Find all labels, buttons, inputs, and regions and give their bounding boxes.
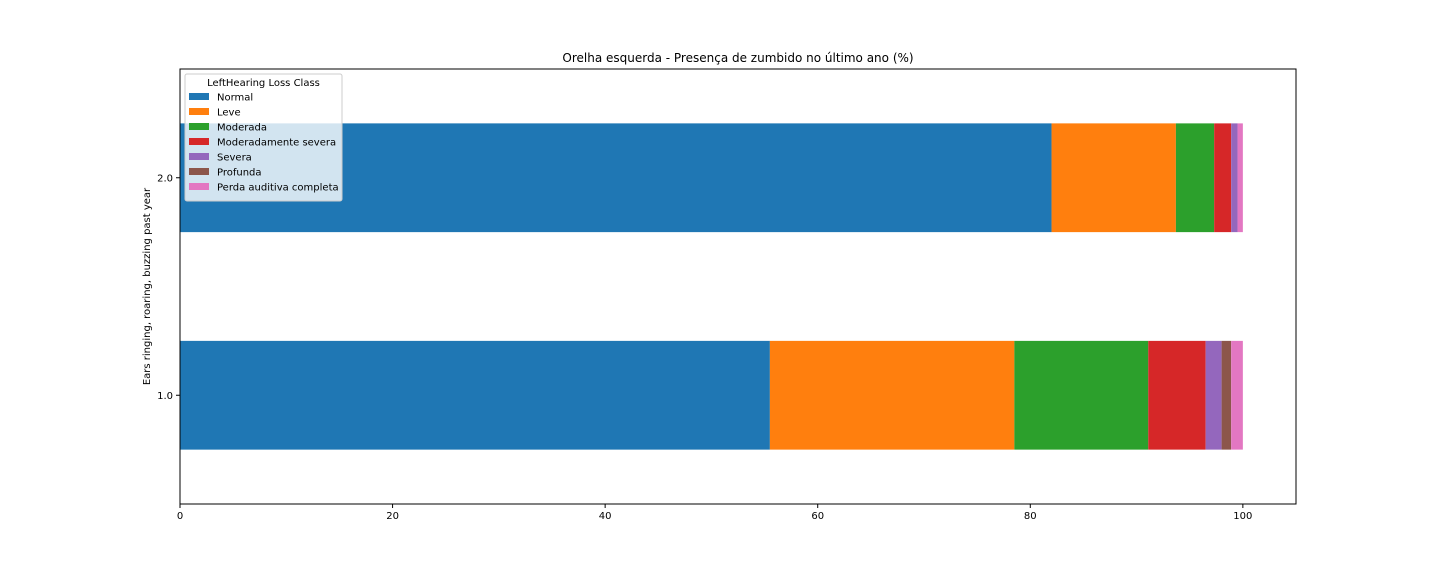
plot-frame (179, 68, 1297, 505)
bar-2.0-perda-auditiva-completa (1237, 123, 1243, 233)
x-tick-label: 80 (1024, 511, 1037, 522)
bar-1.0-moderada (1014, 340, 1149, 450)
legend-label: Normal (217, 93, 253, 104)
legend-box (184, 73, 343, 202)
x-tick-label: 100 (1233, 511, 1252, 522)
legend-label: Severa (217, 153, 252, 164)
legend-label: Moderadamente severa (217, 138, 336, 149)
bar-1.0-leve (769, 340, 1015, 450)
y-tick-label: 1.0 (157, 391, 173, 402)
legend-label: Profunda (217, 168, 262, 179)
legend-label: Perda auditiva completa (217, 183, 339, 194)
y-axis: 1.0 2.0 (157, 173, 180, 402)
legend-swatch (189, 108, 209, 115)
bar-1.0-severa (1205, 340, 1222, 450)
legend-swatch (189, 93, 209, 100)
x-axis: 0 20 40 60 80 100 (177, 504, 1252, 522)
legend-swatch (189, 138, 209, 145)
x-tick-label: 40 (599, 511, 612, 522)
bar-1.0-perda-auditiva-completa (1231, 340, 1243, 450)
x-tick-label: 60 (811, 511, 824, 522)
chart-title: Orelha esquerda - Presença de zumbido no… (562, 51, 913, 65)
legend-label: Leve (217, 108, 241, 119)
bar-1.0-normal (180, 340, 770, 450)
bar-2.0-moderadamente-severa (1214, 123, 1232, 233)
x-tick-label: 0 (177, 511, 183, 522)
bar-2.0-leve (1051, 123, 1176, 233)
legend-swatch (189, 168, 209, 175)
bar-2.0-severa (1231, 123, 1238, 233)
bar-1.0-profunda (1221, 340, 1232, 450)
bar-2.0-moderada (1175, 123, 1215, 233)
x-tick-label: 20 (386, 511, 399, 522)
legend-label: Moderada (217, 123, 267, 134)
legend-swatch (189, 123, 209, 130)
legend-title: LeftHearing Loss Class (207, 78, 320, 89)
legend-swatch (189, 183, 209, 190)
bar-1.0-moderadamente-severa (1148, 340, 1206, 450)
y-tick-label: 2.0 (157, 173, 173, 184)
legend-items: Normal Leve Moderada Moderadamente severa Se… (189, 93, 339, 194)
y-axis-label: Ears ringing, roaring, buzzing past year (142, 187, 153, 385)
legend-swatch (189, 153, 209, 160)
legend: LeftHearing Loss Class Normal Leve Moderad… (184, 73, 343, 202)
